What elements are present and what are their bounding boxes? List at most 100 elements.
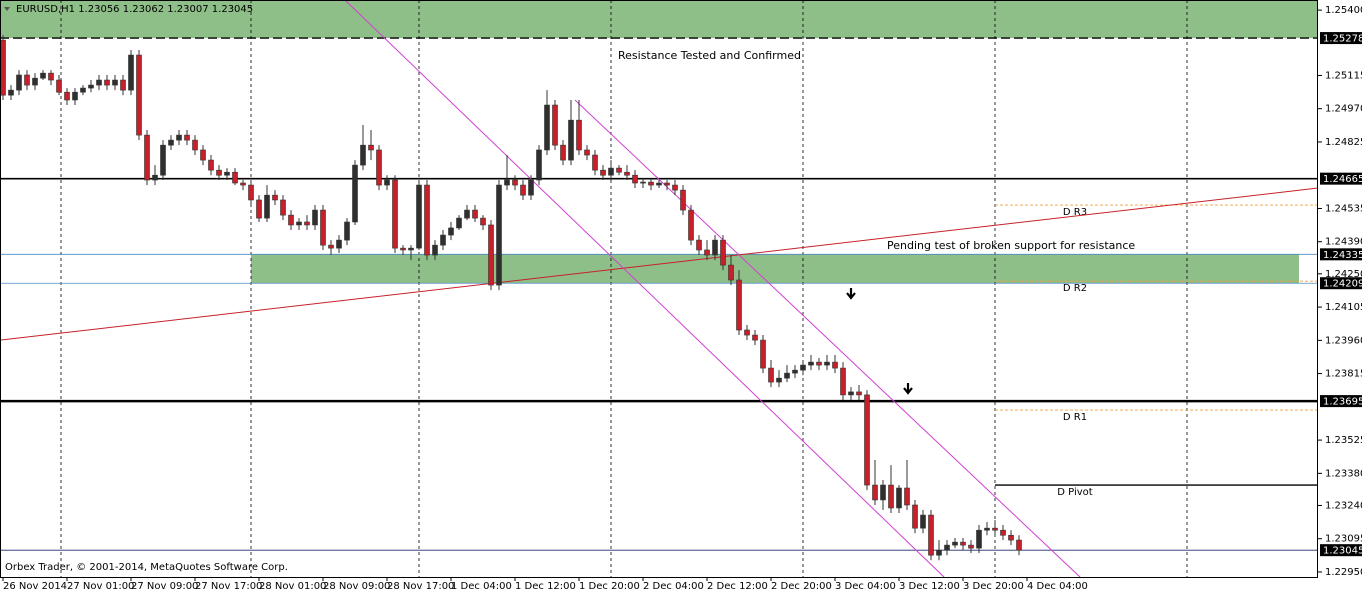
candle-body <box>672 184 678 191</box>
candle-body <box>0 39 6 96</box>
candle-body <box>768 367 774 383</box>
candle-body <box>480 217 486 226</box>
zone <box>0 0 1318 39</box>
candle-body <box>576 119 582 151</box>
pivot-label: D R3 <box>1063 207 1087 218</box>
candle-body <box>448 227 454 236</box>
candle-body <box>256 199 262 219</box>
candle-body <box>272 194 278 201</box>
trendline <box>574 99 1081 578</box>
candle-body <box>208 159 214 171</box>
candle-body <box>808 361 814 366</box>
candle-body <box>120 79 126 91</box>
candle-body <box>880 484 886 501</box>
candle-body <box>568 119 574 161</box>
candle-body <box>680 189 686 211</box>
candle-body <box>56 79 62 93</box>
candle-body <box>592 154 598 171</box>
candle-body <box>848 391 854 396</box>
x-tick-label: 3 Dec 20:00 <box>963 581 1024 592</box>
candle-body <box>48 72 54 81</box>
candle-body <box>856 391 862 396</box>
candle-body <box>296 221 302 226</box>
candle-body <box>288 214 294 226</box>
candle-body <box>216 169 222 176</box>
candle-body <box>640 181 646 184</box>
candle-body <box>232 171 238 184</box>
candle-body <box>960 541 966 546</box>
candle-body <box>328 244 334 249</box>
candle-body <box>88 84 94 89</box>
zone <box>251 254 1299 284</box>
candle-body <box>40 72 46 79</box>
menu-icon[interactable] <box>4 7 10 11</box>
candle-body <box>360 144 366 166</box>
y-tick-label: 1.23815 <box>1325 369 1362 380</box>
candle-body <box>1000 529 1006 536</box>
down-arrow <box>846 288 856 300</box>
candle-body <box>912 504 918 529</box>
y-tick-label: 1.24390 <box>1325 237 1362 248</box>
candle-body <box>416 184 422 249</box>
y-tick-label: 1.23240 <box>1325 500 1362 511</box>
candle-body <box>688 209 694 241</box>
candle-body <box>864 394 870 486</box>
candle-body <box>456 217 462 229</box>
trendline <box>0 187 1319 341</box>
candle-body <box>344 221 350 241</box>
level-label: 1.25278 <box>1323 34 1362 45</box>
candle-body <box>728 264 734 281</box>
candle-body <box>488 224 494 286</box>
candle-body <box>1016 539 1022 551</box>
candle-body <box>832 361 838 369</box>
candle-body <box>584 149 590 156</box>
pivot-label: D Pivot <box>1057 487 1093 498</box>
candle-body <box>128 54 134 91</box>
candle-body <box>8 89 14 96</box>
candle-body <box>160 144 166 176</box>
candle-body <box>368 144 374 151</box>
candle-body <box>992 527 998 531</box>
annotation: Pending test of broken support for resis… <box>887 239 1135 252</box>
candle-body <box>896 487 902 509</box>
candle-body <box>736 279 742 331</box>
level-label-box <box>1320 277 1362 290</box>
candle-body <box>384 179 390 186</box>
candle-body <box>264 194 270 219</box>
candle-body <box>984 527 990 531</box>
candle-body <box>744 329 750 336</box>
level-label-box <box>1320 544 1362 557</box>
candle-body <box>312 209 318 226</box>
candle-body <box>888 484 894 509</box>
candle-body <box>248 184 254 201</box>
candle-body <box>712 239 718 256</box>
y-tick-label: 1.25400 <box>1325 5 1362 16</box>
candle-body <box>520 184 526 196</box>
x-tick-label: 2 Dec 20:00 <box>771 581 832 592</box>
candle-body <box>24 74 30 86</box>
candle-body <box>904 487 910 506</box>
candle-body <box>408 247 414 251</box>
candle-body <box>32 77 38 86</box>
candle-body <box>648 181 654 186</box>
candle-body <box>152 174 158 181</box>
candle-body <box>472 209 478 219</box>
candle-body <box>928 514 934 556</box>
candle-body <box>336 239 342 249</box>
level-label-box <box>1320 248 1362 261</box>
candle-body <box>320 209 326 246</box>
footer: Orbex Trader, © 2001-2014, MetaQuotes So… <box>5 562 288 573</box>
candle-body <box>464 209 470 219</box>
candle-body <box>400 247 406 251</box>
candle-body <box>144 134 150 181</box>
candle-body <box>536 149 542 181</box>
candle-body <box>920 514 926 529</box>
candle-body <box>784 372 790 379</box>
candle-body <box>656 182 662 186</box>
candle-body <box>104 79 110 86</box>
x-tick-label: 27 Nov 09:00 <box>131 581 198 592</box>
candle-body <box>696 239 702 251</box>
y-tick-label: 1.24535 <box>1325 203 1362 214</box>
level-label: 1.24665 <box>1323 174 1362 185</box>
